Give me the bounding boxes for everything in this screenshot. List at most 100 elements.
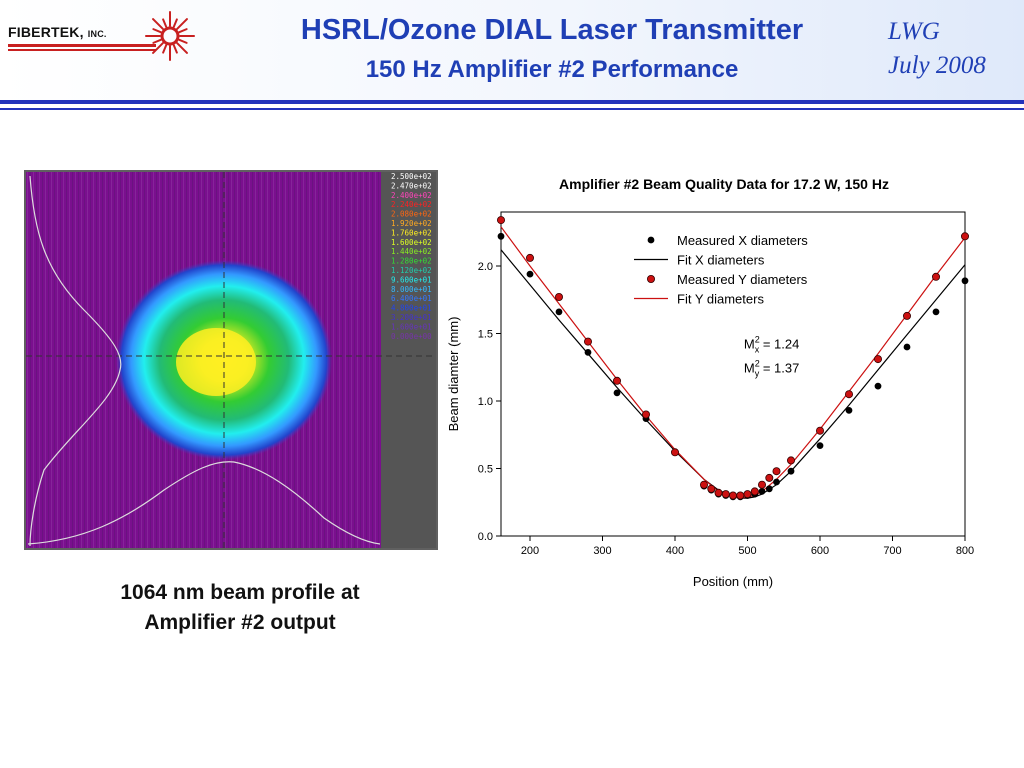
m-squared-annotation: M2 y = 1.37: [744, 359, 799, 379]
colorbar-label: 1.280e+02: [391, 257, 432, 266]
y-axis-label: Beam diamter (mm): [446, 317, 461, 432]
y-data-point: [786, 456, 795, 465]
x-data-point: [773, 478, 780, 486]
y-tick-label: 2.0: [478, 261, 493, 273]
sun-icon: [145, 11, 195, 61]
x-data-point: [903, 343, 911, 351]
legend-label: Fit X diameters: [677, 253, 765, 268]
y-data-point: [583, 337, 592, 346]
x-data-point: [874, 382, 882, 390]
x-data-point: [758, 487, 766, 495]
colorbar-legend: 2.500e+022.470e+022.400e+022.240e+022.08…: [391, 172, 432, 341]
y-data-point: [555, 293, 564, 302]
y-data-point: [612, 376, 621, 385]
y-data-point: [699, 480, 708, 489]
legend-label: Measured X diameters: [677, 233, 808, 248]
legend-marker: [646, 275, 655, 284]
y-tick-label: 0.0: [478, 531, 493, 543]
y-data-point: [844, 390, 853, 399]
x-axis-label: Position (mm): [693, 574, 773, 589]
chart-legend: Measured X diameters Fit X diameters Measu…: [634, 233, 808, 307]
x-data-point: [765, 485, 773, 493]
colorbar-label: 2.400e+02: [391, 191, 432, 200]
y-tick-label: 1.0: [478, 396, 493, 408]
logo-underline-bottom: [8, 49, 156, 51]
colorbar-label: 1.440e+02: [391, 247, 432, 256]
x-tick-label: 300: [593, 545, 611, 557]
y-data-point: [721, 490, 730, 499]
legend-label: Fit Y diameters: [677, 292, 764, 307]
y-data-point: [772, 467, 781, 476]
x-tick-label: 800: [956, 545, 974, 557]
x-tick-label: 200: [521, 545, 539, 557]
y-data-point: [757, 480, 766, 489]
vertical-profile-trace: [29, 175, 122, 547]
colorbar-label: 2.240e+02: [391, 200, 432, 209]
fibertek-logo: FIBERTEK, INC.: [8, 8, 198, 68]
y-data-point: [728, 491, 737, 500]
colorbar-label: 9.600e+01: [391, 275, 432, 284]
caption-line-2: Amplifier #2 output: [144, 611, 336, 634]
colorbar-label: 2.500e+02: [391, 172, 432, 181]
y-data-point: [902, 311, 911, 320]
m-squared-annotation: M2 x = 1.24: [744, 334, 799, 354]
y-data-point: [931, 272, 940, 281]
y-data-point: [815, 426, 824, 435]
y-data-point: [526, 253, 535, 262]
x-data-point: [845, 406, 853, 414]
colorbar-label: 1.600e+01: [391, 322, 432, 331]
logo-underline-top: [8, 44, 156, 47]
legend-marker: [647, 236, 655, 244]
slide-date: July 2008: [888, 52, 986, 79]
colorbar-label: 1.920e+02: [391, 219, 432, 228]
y-axis-ticks: 0.0 0.5 1.0 1.5 2.0: [478, 261, 501, 543]
colorbar-label: 0.000e+00: [391, 332, 432, 341]
x-data-point: [816, 442, 824, 450]
colorbar-label: 4.800e+01: [391, 304, 432, 313]
y-data-point: [497, 216, 506, 225]
y-data-point: [714, 488, 723, 497]
x-data-point: [526, 270, 534, 278]
beam-hotspot: [176, 328, 256, 396]
y-data-point: [961, 232, 970, 241]
plot-frame: [500, 211, 966, 537]
y-data-point: [670, 448, 679, 457]
beam-profile-image: 2.500e+022.470e+022.400e+022.240e+022.08…: [24, 170, 438, 550]
header-rule-thin: [0, 108, 1024, 110]
x-data-point: [497, 232, 505, 240]
legend-label: Measured Y diameters: [677, 272, 808, 287]
profile-right-panel: [381, 172, 436, 548]
y-tick-label: 1.5: [478, 329, 493, 341]
y-data-point: [707, 484, 716, 493]
beam-quality-chart: Amplifier #2 Beam Quality Data for 17.2 …: [446, 176, 974, 589]
logo-suffix: INC.: [87, 29, 107, 39]
m-squared-annotations: M2 x = 1.24 M2 y = 1.37: [744, 334, 799, 378]
x-data-point: [584, 348, 592, 356]
chart-title: Amplifier #2 Beam Quality Data for 17.2 …: [559, 176, 889, 192]
colorbar-label: 2.470e+02: [391, 181, 432, 190]
x-data-point: [932, 308, 940, 316]
slide-title: HSRL/Ozone DIAL Laser Transmitter: [300, 14, 804, 46]
colorbar-label: 1.600e+02: [391, 238, 432, 247]
x-tick-label: 600: [811, 545, 829, 557]
colorbar-label: 1.120e+02: [391, 266, 432, 275]
y-data-point: [750, 487, 759, 496]
colorbar-label: 2.080e+02: [391, 210, 432, 219]
header-rule-thick: [0, 100, 1024, 104]
fit-curve: [500, 249, 966, 499]
x-tick-label: 400: [666, 545, 684, 557]
y-data-point: [765, 473, 774, 482]
logo-text: FIBERTEK,: [8, 24, 84, 40]
horizontal-profile-trace: [27, 461, 381, 545]
slide-subtitle: 150 Hz Amplifier #2 Performance: [365, 56, 739, 83]
x-data-point: [787, 467, 795, 475]
colorbar-label: 1.760e+02: [391, 228, 432, 237]
series-layer: [497, 216, 970, 501]
colorbar-label: 6.400e+01: [391, 294, 432, 303]
colorbar-label: 3.200e+01: [391, 313, 432, 322]
caption-line-1: 1064 nm beam profile at: [120, 581, 360, 604]
y-tick-label: 0.5: [478, 464, 493, 476]
x-tick-label: 500: [738, 545, 756, 557]
y-data-point: [736, 491, 745, 500]
header-bar: FIBERTEK, INC. HSRL/Ozone DIAL Laser Tra…: [0, 0, 1024, 100]
